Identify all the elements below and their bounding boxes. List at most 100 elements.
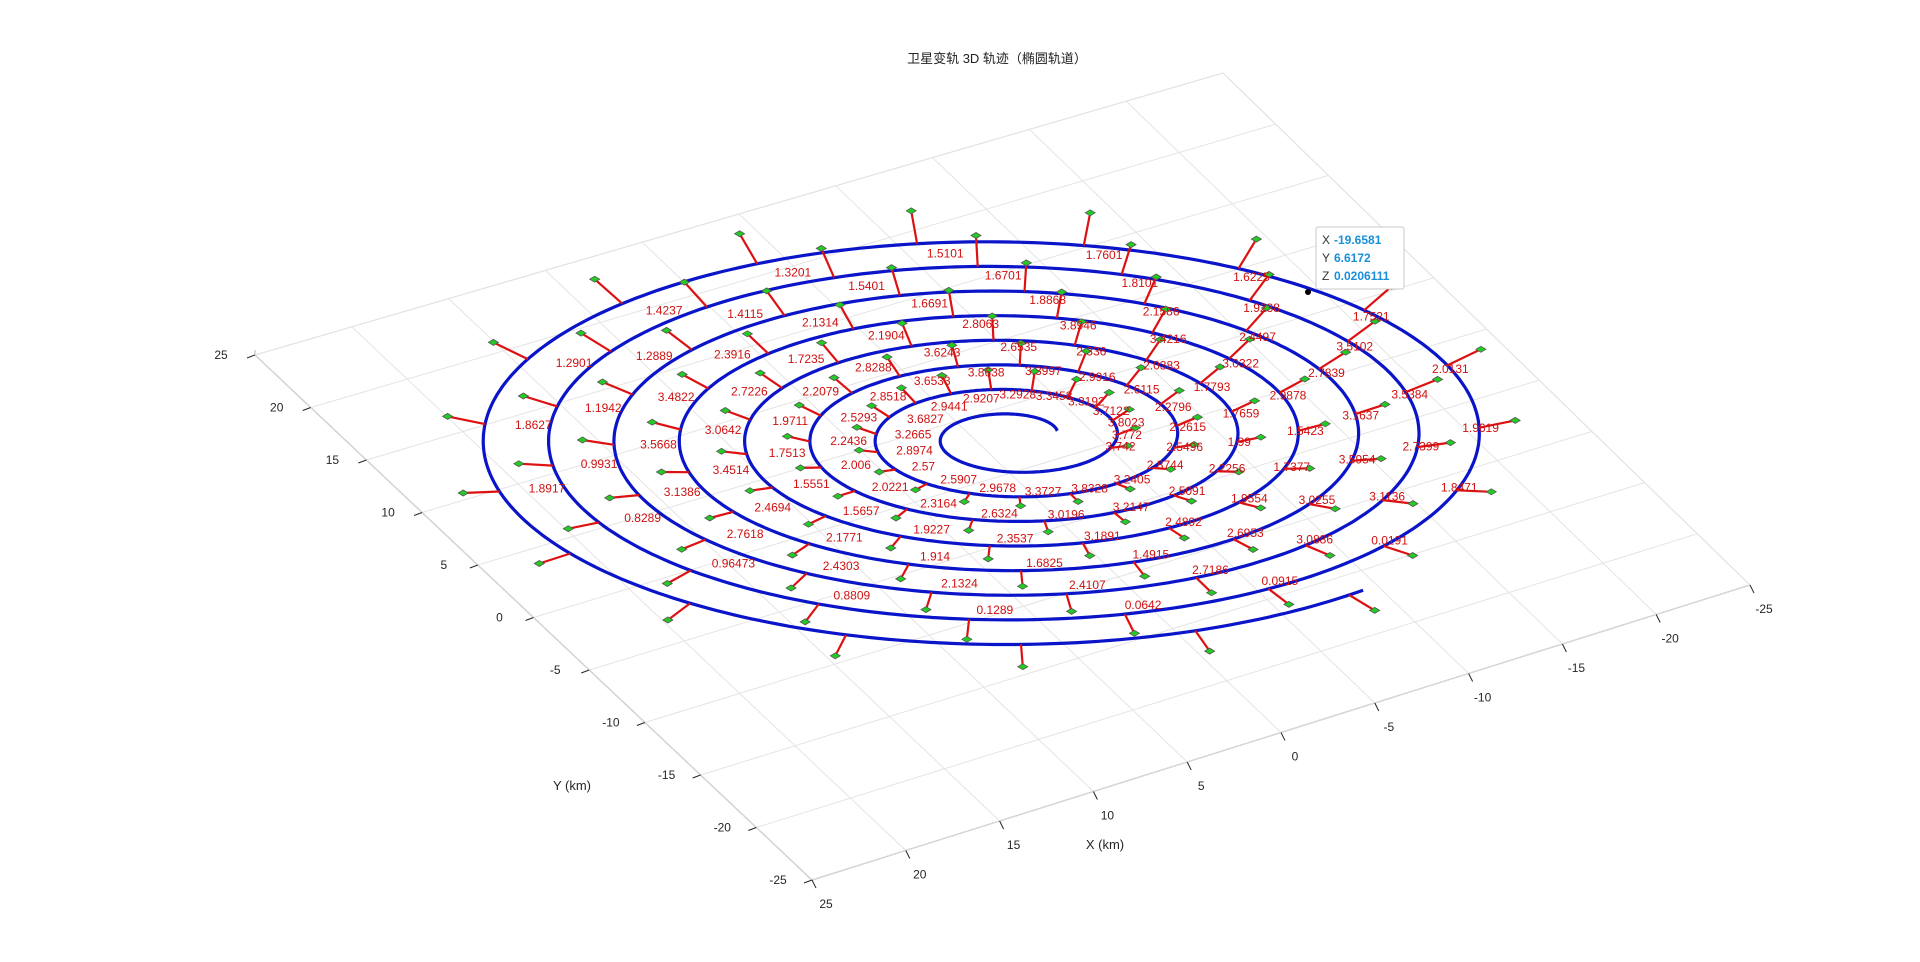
satellite-marker[interactable] xyxy=(513,460,525,468)
satellite-marker[interactable] xyxy=(1103,389,1115,396)
satellite-marker[interactable] xyxy=(1232,468,1245,476)
satellite-marker[interactable] xyxy=(1138,572,1151,580)
satellite-marker[interactable] xyxy=(1124,485,1136,493)
satellite-marker[interactable] xyxy=(1379,400,1391,408)
satellite-marker[interactable] xyxy=(1375,455,1387,463)
satellite-marker[interactable] xyxy=(1135,364,1147,372)
satellite-marker[interactable] xyxy=(1014,502,1027,510)
satellite-marker[interactable] xyxy=(715,447,728,455)
satellite-marker[interactable] xyxy=(1250,235,1263,243)
satellite-marker[interactable] xyxy=(676,370,688,378)
satellite-marker[interactable] xyxy=(576,436,589,444)
satellite-marker[interactable] xyxy=(982,555,994,563)
satellite-marker[interactable] xyxy=(905,207,917,215)
satellite-marker[interactable] xyxy=(894,575,907,583)
satellite-marker[interactable] xyxy=(741,330,754,338)
satellite-marker[interactable] xyxy=(1178,534,1191,542)
satellite-marker[interactable] xyxy=(733,230,746,238)
satellite-marker[interactable] xyxy=(1128,629,1141,637)
satellite-marker[interactable] xyxy=(1255,433,1267,441)
satellite-marker[interactable] xyxy=(1324,552,1336,559)
satellite-marker[interactable] xyxy=(1243,335,1256,343)
satellite-marker[interactable] xyxy=(890,514,902,522)
satellite-marker[interactable] xyxy=(1072,498,1084,505)
satellite-marker[interactable] xyxy=(896,319,908,327)
satellite-marker[interactable] xyxy=(1055,288,1068,296)
satellite-marker[interactable] xyxy=(961,635,973,643)
satellite-marker[interactable] xyxy=(575,329,587,337)
satellite-marker[interactable] xyxy=(815,244,828,252)
satellite-marker[interactable] xyxy=(704,514,716,522)
satellite-marker[interactable] xyxy=(1015,339,1027,347)
satellite-marker[interactable] xyxy=(1303,464,1316,472)
satellite-marker[interactable] xyxy=(1485,488,1498,496)
satellite-marker[interactable] xyxy=(1129,424,1142,432)
datatip-anchor[interactable] xyxy=(1305,289,1311,295)
satellite-marker[interactable] xyxy=(754,369,766,377)
satellite-marker[interactable] xyxy=(982,366,994,374)
satellite-marker[interactable] xyxy=(760,287,773,295)
satellite-marker[interactable] xyxy=(1475,345,1487,353)
satellite-marker[interactable] xyxy=(962,526,975,534)
satellite-marker[interactable] xyxy=(986,312,998,320)
satellite-marker[interactable] xyxy=(1159,305,1172,313)
satellite-marker[interactable] xyxy=(1084,552,1096,560)
satellite-marker[interactable] xyxy=(1164,465,1177,473)
satellite-marker[interactable] xyxy=(1283,600,1295,608)
satellite-marker[interactable] xyxy=(958,498,971,506)
satellite-marker[interactable] xyxy=(1260,304,1273,312)
satellite-marker[interactable] xyxy=(785,584,797,592)
satellite-marker[interactable] xyxy=(1369,317,1381,325)
satellite-marker[interactable] xyxy=(794,464,807,472)
satellite-marker[interactable] xyxy=(533,560,546,567)
satellite-marker[interactable] xyxy=(1188,441,1200,448)
satellite-marker[interactable] xyxy=(1368,606,1381,614)
satellite-marker[interactable] xyxy=(457,489,469,497)
satellite-marker[interactable] xyxy=(1205,589,1218,597)
satellite-marker[interactable] xyxy=(1125,241,1137,249)
satellite-marker[interactable] xyxy=(909,486,922,494)
satellite-marker[interactable] xyxy=(660,326,673,334)
satellite-marker[interactable] xyxy=(1444,439,1457,447)
satellite-marker[interactable] xyxy=(802,520,815,528)
satellite-marker[interactable] xyxy=(1254,504,1267,512)
satellite-marker[interactable] xyxy=(1150,273,1162,281)
satellite-marker[interactable] xyxy=(1185,497,1198,505)
satellite-marker[interactable] xyxy=(885,544,897,552)
satellite-marker[interactable] xyxy=(562,525,575,533)
satellite-marker[interactable] xyxy=(662,616,674,624)
datatip[interactable]: X -19.6581 Y 6.6172 Z 0.0206111 xyxy=(1305,226,1405,295)
satellite-marker[interactable] xyxy=(1248,397,1261,405)
satellite-marker[interactable] xyxy=(828,374,840,382)
satellite-marker[interactable] xyxy=(873,468,886,476)
satellite-marker[interactable] xyxy=(1214,363,1226,371)
satellite-marker[interactable] xyxy=(719,407,732,414)
satellite-marker[interactable] xyxy=(936,372,948,379)
satellite-marker[interactable] xyxy=(786,551,799,559)
satellite-marker[interactable] xyxy=(1263,270,1275,278)
satellite-marker[interactable] xyxy=(793,401,806,409)
satellite-marker[interactable] xyxy=(832,492,844,500)
satellite-marker[interactable] xyxy=(517,392,530,400)
satellite-marker[interactable] xyxy=(851,423,863,431)
satellite-marker[interactable] xyxy=(1119,518,1132,526)
satellite-marker[interactable] xyxy=(588,275,601,283)
satellite-marker[interactable] xyxy=(655,468,668,476)
satellite-marker[interactable] xyxy=(596,378,609,386)
satellite-marker[interactable] xyxy=(603,494,616,502)
satellite-marker[interactable] xyxy=(885,264,898,272)
satellite-marker[interactable] xyxy=(834,301,846,309)
satellite-marker[interactable] xyxy=(1173,387,1186,394)
satellite-marker[interactable] xyxy=(970,232,982,239)
satellite-marker[interactable] xyxy=(943,286,955,294)
satellite-marker[interactable] xyxy=(744,487,756,495)
satellite-marker[interactable] xyxy=(1084,209,1096,217)
satellite-marker[interactable] xyxy=(1017,663,1029,671)
satellite-marker[interactable] xyxy=(881,353,893,361)
satellite-marker[interactable] xyxy=(1407,500,1419,508)
satellite-marker[interactable] xyxy=(646,418,658,426)
satellite-marker[interactable] xyxy=(1431,375,1444,383)
satellite-marker[interactable] xyxy=(895,384,908,392)
satellite-marker[interactable] xyxy=(1020,259,1033,267)
satellite-marker[interactable] xyxy=(781,432,794,440)
